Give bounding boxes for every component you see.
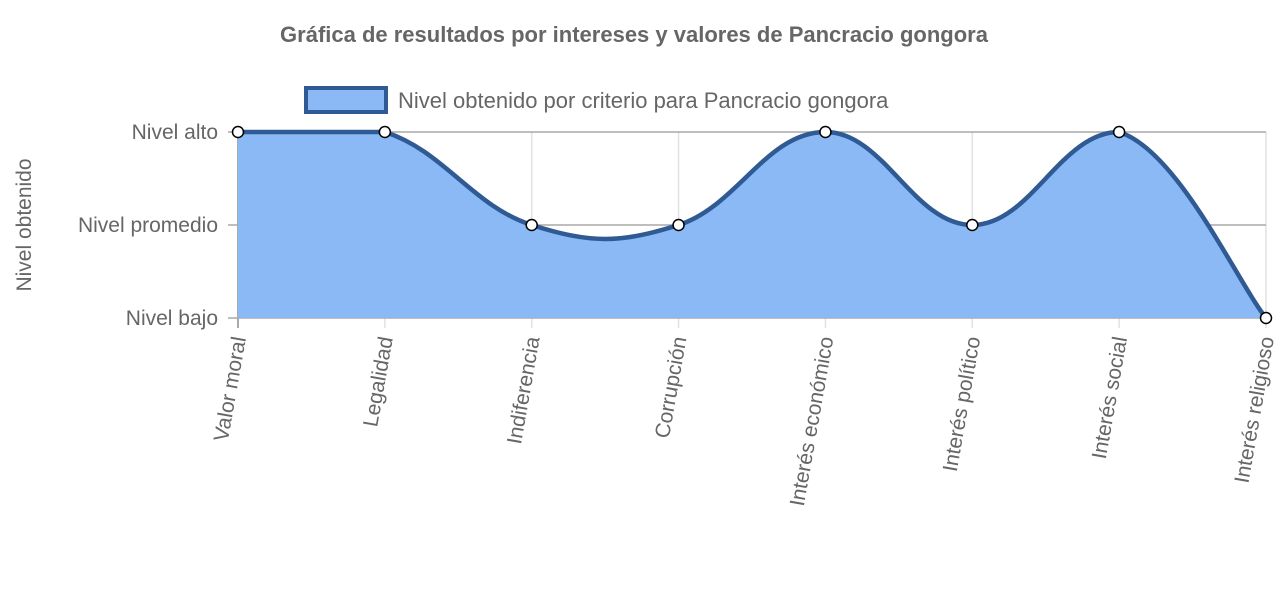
data-point[interactable] bbox=[1259, 311, 1273, 325]
x-tick-label: Indiferencia bbox=[503, 335, 545, 446]
y-axis-ticks: Nivel bajo Nivel promedio Nivel alto bbox=[78, 121, 218, 330]
data-point[interactable] bbox=[378, 125, 392, 139]
x-tick-label: Interés político bbox=[939, 335, 985, 473]
data-point[interactable] bbox=[672, 218, 685, 232]
y-tick-label: Nivel alto bbox=[132, 121, 218, 144]
data-point[interactable] bbox=[819, 125, 832, 139]
data-point[interactable] bbox=[1112, 125, 1126, 139]
series-area-fill bbox=[238, 132, 1266, 318]
legend-label[interactable]: Nivel obtenido por criterio para Pancrac… bbox=[398, 88, 889, 113]
series-area-group bbox=[235, 129, 1269, 321]
data-point[interactable] bbox=[525, 218, 538, 232]
x-tick-label: Corrupción bbox=[651, 335, 691, 440]
y-tick-label: Nivel bajo bbox=[126, 307, 218, 330]
data-points[interactable] bbox=[231, 125, 1273, 325]
x-tick-label: Interés religioso bbox=[1231, 335, 1274, 485]
x-tick-label: Interés económico bbox=[786, 335, 838, 508]
x-tick-label: Interés social bbox=[1088, 335, 1132, 461]
data-point[interactable] bbox=[231, 125, 245, 139]
x-tick-label: Valor moral bbox=[210, 335, 251, 443]
legend-swatch[interactable] bbox=[304, 86, 388, 114]
y-tick-label: Nivel promedio bbox=[78, 214, 218, 237]
x-axis-ticks: Valor moral Legalidad Indiferencia Corrupci… bbox=[210, 335, 1274, 508]
data-point[interactable] bbox=[966, 218, 979, 232]
x-tick-label: Legalidad bbox=[359, 335, 397, 429]
chart-title: Gráfica de resultados por intereses y va… bbox=[280, 22, 989, 47]
legend[interactable]: Nivel obtenido por criterio para Pancrac… bbox=[304, 86, 889, 114]
y-axis-label: Nivel obtenido bbox=[13, 158, 36, 291]
